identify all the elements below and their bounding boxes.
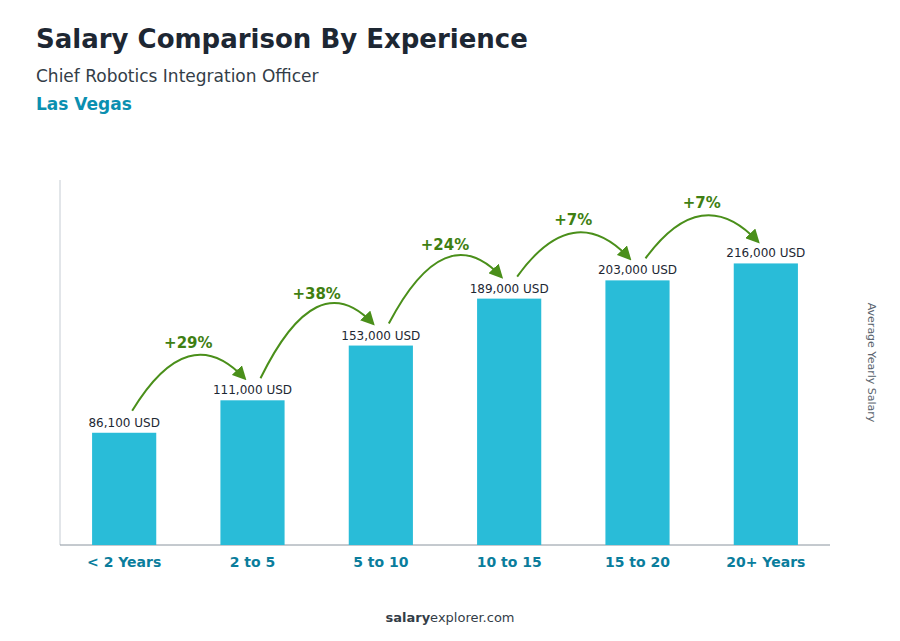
value-label: 86,100 USD [88, 416, 159, 430]
x-tick-label: 2 to 5 [230, 554, 276, 570]
change-label: +38% [292, 285, 340, 303]
footer-part: explorer.com [430, 610, 514, 625]
x-axis-line [60, 545, 830, 546]
value-label: 153,000 USD [341, 329, 420, 343]
bars [92, 263, 798, 545]
city-label: Las Vegas [36, 94, 132, 114]
change-arrow [517, 232, 629, 276]
change-label: +7% [554, 211, 592, 229]
subtitle: Chief Robotics Integration Officer [36, 66, 319, 86]
bar [220, 400, 284, 545]
change-label: +7% [683, 194, 721, 212]
x-tick-label: < 2 Years [87, 554, 161, 570]
x-tick-label: 20+ Years [726, 554, 805, 570]
y-axis-line [60, 180, 61, 545]
footer: salaryexplorer.com [385, 610, 514, 625]
change-label: +24% [421, 236, 469, 254]
value-label: 189,000 USD [470, 282, 549, 296]
change-arrow [646, 215, 758, 258]
change-arrow [389, 255, 501, 323]
title: Salary Comparison By Experience [36, 24, 528, 54]
value-label: 203,000 USD [598, 263, 677, 277]
bar [349, 346, 413, 545]
footer-part: salary [385, 610, 430, 625]
bar [734, 263, 798, 545]
bar [477, 299, 541, 545]
change-arrow [132, 355, 244, 411]
chart-container: Salary Comparison By Experience Chief Rob… [0, 0, 900, 641]
x-tick-label: 5 to 10 [353, 554, 409, 570]
bar [92, 433, 156, 545]
change-label: +29% [164, 334, 212, 352]
bar [605, 280, 669, 545]
value-label: 216,000 USD [726, 246, 805, 260]
x-tick-label: 10 to 15 [477, 554, 542, 570]
value-label: 111,000 USD [213, 383, 292, 397]
x-tick-label: 15 to 20 [605, 554, 670, 570]
chart: Salary Comparison By Experience Chief Rob… [0, 0, 900, 641]
y-axis-label: Average Yearly Salary [865, 303, 878, 423]
change-arrow [261, 303, 373, 378]
